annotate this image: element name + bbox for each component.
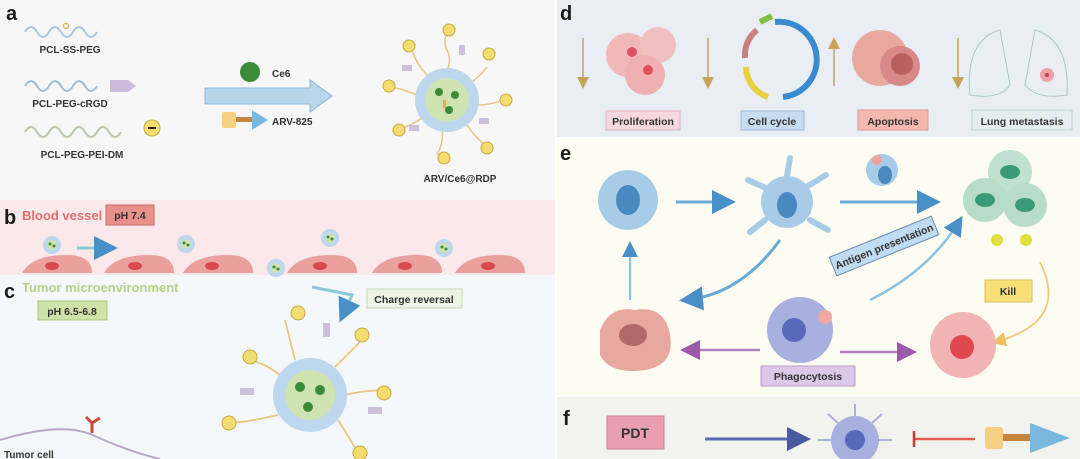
mature-dendritic-cell-icon (745, 155, 831, 235)
panel-b-letter: b (4, 207, 16, 229)
proliferation-cells-icon (606, 27, 676, 95)
phagocytosis-box (760, 365, 856, 387)
cell-cycle-box (740, 110, 805, 131)
svg-text:PCL-PEG-cRGD: PCL-PEG-cRGD (32, 99, 108, 110)
arv-825-label: ARV-825 (272, 117, 313, 128)
nanoparticle-icon (382, 23, 513, 165)
svg-text:Kill: Kill (1000, 286, 1016, 298)
cell-cycle-icon (741, 13, 820, 100)
svg-text:PCL-PEG-PEI-DM: PCL-PEG-PEI-DM (41, 150, 124, 161)
lung-icon (968, 29, 1068, 97)
apoptosis-cell-icon (852, 30, 920, 86)
nanoparticle-small (321, 229, 339, 247)
svg-text:Lung metastasis: Lung metastasis (981, 116, 1064, 128)
charge-reversal-arrow (311, 285, 361, 323)
charge-reversal-box (366, 288, 463, 309)
endothelial-cells (22, 255, 525, 273)
kill-box (984, 279, 1033, 303)
proliferation-box (605, 110, 681, 131)
receptor-icon (84, 415, 101, 433)
svg-text:PDT: PDT (621, 425, 649, 441)
ce6-label: Ce6 (272, 69, 291, 80)
svg-text:pH 7.4: pH 7.4 (114, 210, 146, 222)
panel-f-letter: f (563, 408, 570, 430)
antigen-uptake-arrow (679, 239, 782, 311)
ph-7-4-badge (105, 204, 155, 226)
polymer-pcl-peg-pei-dm: PCL-PEG-PEI-DM (24, 119, 161, 161)
pdt-box (606, 415, 665, 450)
immature-dendritic-cell-icon (598, 170, 658, 230)
activated-macrophage-icon (818, 404, 892, 459)
antigen-presenting-cell-icon (866, 154, 898, 186)
panel-c-letter: c (4, 281, 15, 303)
nanoparticle-small (43, 236, 61, 254)
presentation-arrow (869, 215, 963, 302)
panel-a-letter: a (6, 3, 18, 25)
apoptosis-box (857, 109, 929, 131)
inhibition-icon (912, 431, 975, 447)
polymer-pcl-peg-crgd: PCL-PEG-cRGD (24, 80, 136, 110)
polymer-pcl-ss-peg: PCL-SS-PEG (24, 22, 101, 56)
svg-text:Proliferation: Proliferation (612, 116, 674, 128)
dying-tumor-cell-icon (600, 309, 671, 371)
svg-text:Cell cycle: Cell cycle (748, 116, 797, 128)
panel-d-letter: d (560, 3, 572, 25)
tumor-cell-label: Tumor cell (4, 450, 54, 459)
product-label: ARV/Ce6@RDP (424, 174, 497, 185)
panel-e-letter: e (560, 143, 571, 165)
svg-text:Charge reversal: Charge reversal (374, 294, 453, 306)
regulation-arrows (577, 37, 964, 89)
tumor-microenvironment-title: Tumor microenvironment (22, 280, 179, 295)
svg-text:pH 6.5-6.8: pH 6.5-6.8 (47, 306, 97, 318)
arv-825-icon (222, 110, 268, 130)
nanoparticle-small (177, 235, 195, 253)
t-cells-icon (963, 150, 1047, 246)
charge-reversed-nanoparticle-icon (221, 305, 392, 459)
ce6-icon (240, 62, 260, 82)
assembly-arrow (204, 79, 333, 113)
ph-6-5-badge (37, 300, 108, 321)
tumor-cell-target-icon (930, 312, 996, 378)
lung-metastasis-box (971, 109, 1073, 131)
svg-text:Phagocytosis: Phagocytosis (774, 371, 842, 383)
svg-text:Apoptosis: Apoptosis (867, 116, 918, 128)
macrophage-icon (767, 297, 833, 363)
arv-825-inhibitor-icon (985, 423, 1070, 453)
blood-vessel-title: Blood vessel (22, 208, 102, 223)
kill-arrow (991, 261, 1050, 347)
tumor-cell-membrane (0, 428, 161, 459)
nanoparticle-extravasating (267, 259, 285, 277)
nanoparticle-small (435, 239, 453, 257)
svg-text:PCL-SS-PEG: PCL-SS-PEG (39, 45, 100, 56)
